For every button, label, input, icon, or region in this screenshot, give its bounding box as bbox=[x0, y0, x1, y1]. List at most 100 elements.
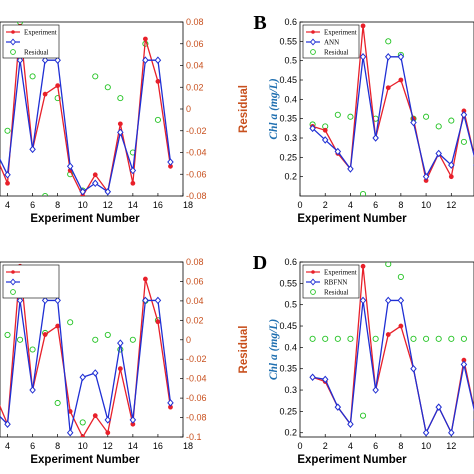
residual-point bbox=[79, 419, 86, 426]
residual-point bbox=[92, 336, 99, 343]
model-point bbox=[66, 428, 74, 437]
y2-tick-label: 0.08 bbox=[186, 17, 204, 27]
experiment-point bbox=[155, 79, 161, 84]
plot-data-layer bbox=[309, 262, 474, 437]
experiment-line bbox=[312, 25, 474, 183]
x-tick-label: 8 bbox=[55, 441, 60, 451]
legend: Experiment Residual bbox=[2, 24, 60, 59]
model-point bbox=[397, 53, 405, 61]
y-tick-label: 0.55 bbox=[279, 36, 297, 46]
model-point bbox=[142, 296, 149, 305]
residual-point bbox=[104, 84, 111, 91]
model-point bbox=[397, 296, 405, 305]
residual-point bbox=[460, 138, 467, 145]
model-point bbox=[129, 166, 137, 175]
x-axis-title: Experiment Number bbox=[297, 454, 407, 466]
residual-point bbox=[435, 335, 442, 342]
y-tick-label: 0.6 bbox=[284, 17, 297, 27]
y2-tick-label: 0.02 bbox=[186, 82, 204, 92]
experiment-point bbox=[80, 434, 86, 437]
residual-point bbox=[334, 111, 341, 118]
model-point bbox=[167, 399, 174, 407]
experiment-point bbox=[130, 180, 136, 186]
y-tick-label: 0.45 bbox=[279, 321, 297, 331]
x-tick-label: 10 bbox=[78, 441, 88, 451]
x-tick-label: 0 bbox=[297, 441, 302, 451]
residual-point bbox=[385, 38, 392, 45]
residual-point bbox=[129, 336, 136, 343]
y-tick-label: 0.2 bbox=[284, 172, 297, 182]
experiment-point bbox=[398, 323, 404, 329]
residual-point bbox=[359, 412, 367, 419]
residual-point bbox=[17, 336, 24, 343]
legend-model-marker bbox=[310, 278, 316, 286]
y2-tick-label: -0.1 bbox=[186, 432, 202, 442]
model-point bbox=[321, 136, 329, 144]
x-tick-label: 8 bbox=[398, 200, 403, 210]
panel-b-ann-chart: 0 2 4 6 8 10 12 0.2 0.25 0.3 0.35 0.4 0.45 0.5 0.55 0.6… bbox=[253, 12, 474, 225]
model-point bbox=[154, 296, 162, 305]
plot-frame bbox=[299, 21, 474, 197]
residual-point bbox=[29, 73, 36, 80]
y2-tick-label: 0.02 bbox=[186, 315, 204, 325]
model-point bbox=[54, 296, 61, 305]
legend-label: Experiment bbox=[324, 269, 357, 277]
model-point bbox=[41, 56, 49, 64]
residual-point bbox=[359, 191, 367, 196]
residual-point bbox=[397, 273, 404, 280]
model-point bbox=[359, 53, 367, 61]
experiment-line bbox=[0, 26, 172, 196]
residual-point bbox=[29, 346, 36, 353]
experiment-point bbox=[385, 85, 391, 91]
y-tick-label: 0.3 bbox=[284, 133, 297, 143]
x-tick-label: 0 bbox=[297, 200, 302, 210]
residual-axis-title: Residual bbox=[238, 85, 250, 133]
model-point bbox=[347, 165, 354, 173]
model-point bbox=[460, 111, 468, 119]
legend-residual-marker bbox=[310, 49, 316, 55]
experiment-point bbox=[92, 172, 98, 178]
y2-tick-label: 0.06 bbox=[186, 276, 204, 286]
model-point bbox=[4, 420, 11, 428]
experiment-line bbox=[0, 266, 172, 437]
model-point bbox=[104, 187, 112, 196]
experiment-point bbox=[155, 319, 161, 325]
model-point bbox=[460, 360, 468, 369]
panel-label: D bbox=[253, 252, 267, 274]
model-point bbox=[29, 386, 36, 394]
experiment-point bbox=[42, 332, 48, 337]
model-point bbox=[309, 373, 316, 382]
experiment-point bbox=[92, 413, 98, 419]
legend-model-marker bbox=[10, 38, 16, 46]
model-point bbox=[448, 161, 455, 169]
y2-tick-label: -0.02 bbox=[186, 354, 207, 364]
model-point bbox=[104, 416, 112, 424]
y-tick-label: 0.25 bbox=[279, 406, 297, 416]
model-point bbox=[372, 134, 379, 142]
x-tick-label: 8 bbox=[398, 441, 403, 451]
x-tick-label: 2 bbox=[323, 441, 328, 451]
residual-point bbox=[54, 95, 61, 102]
residual-point bbox=[4, 127, 11, 134]
plot-frame bbox=[0, 261, 184, 438]
model-point bbox=[321, 375, 329, 384]
y2-tick-label: -0.04 bbox=[186, 148, 207, 158]
model-point bbox=[142, 56, 149, 64]
x-tick-label: 4 bbox=[5, 200, 10, 210]
model-point bbox=[79, 187, 86, 196]
model-point bbox=[154, 56, 162, 64]
model-line bbox=[312, 299, 474, 435]
x-tick-label: 6 bbox=[30, 200, 35, 210]
x-tick-label: 6 bbox=[373, 441, 378, 451]
y-tick-label: 0.25 bbox=[279, 152, 297, 162]
experiment-point bbox=[55, 323, 61, 329]
x-tick-label: 4 bbox=[348, 200, 353, 210]
legend-residual-marker bbox=[310, 289, 316, 295]
x-tick-label: 16 bbox=[153, 200, 163, 210]
x-tick-label: 14 bbox=[128, 441, 138, 451]
experiment-point bbox=[5, 180, 10, 186]
model-point bbox=[41, 296, 49, 305]
x-tick-label: 12 bbox=[446, 441, 456, 451]
y-tick-label: 0.2 bbox=[284, 428, 297, 438]
